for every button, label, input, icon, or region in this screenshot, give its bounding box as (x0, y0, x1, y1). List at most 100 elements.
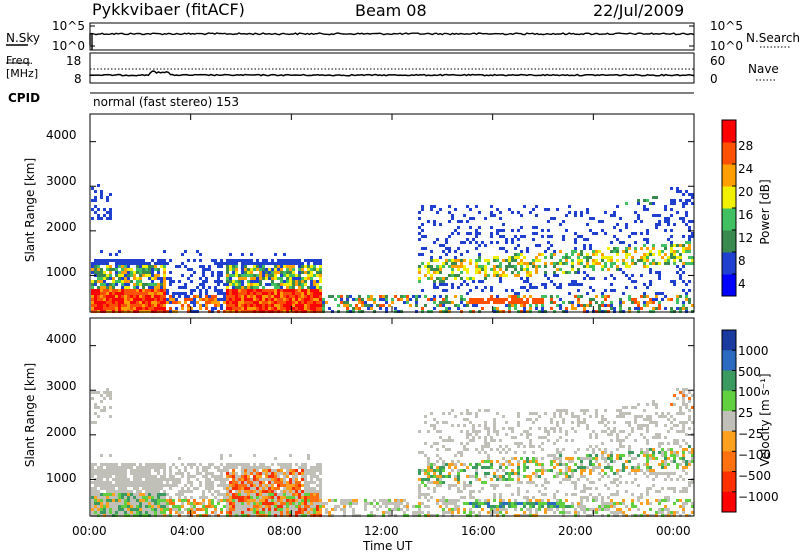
scatter-cell (157, 484, 160, 487)
scatter-cell (97, 271, 100, 274)
scatter-cell (100, 193, 103, 196)
scatter-cell (109, 214, 112, 217)
scatter-cell (109, 271, 112, 274)
nave-tick-top: 60 (710, 54, 726, 68)
scatter-cell (541, 448, 544, 451)
scatter-cell (115, 466, 118, 469)
scatter-cell (517, 469, 520, 472)
scatter-cell (433, 223, 436, 226)
scatter-cell (601, 457, 604, 460)
scatter-cell (433, 307, 436, 310)
scatter-cell (280, 478, 283, 481)
scatter-cell (220, 457, 223, 460)
scatter-cell (229, 490, 232, 493)
scatter-cell (673, 487, 676, 490)
scatter-cell (256, 262, 259, 265)
scatter-cell (667, 496, 670, 499)
scatter-cell (529, 505, 532, 508)
scatter-cell (250, 295, 253, 298)
scatter-cell (244, 475, 247, 478)
scatter-cell (595, 253, 598, 256)
scatter-cell (127, 271, 130, 274)
scatter-cell (325, 511, 328, 514)
scatter-cell (685, 214, 688, 217)
scatter-cell (496, 301, 499, 304)
scatter-cell (430, 208, 433, 211)
scatter-cell (610, 502, 613, 505)
scatter-cell (583, 418, 586, 421)
scatter-cell (439, 301, 442, 304)
scatter-cell (190, 496, 193, 499)
scatter-cell (313, 490, 316, 493)
scatter-cell (349, 295, 352, 298)
scatter-cell (106, 211, 109, 214)
scatter-cell (646, 427, 649, 430)
scatter-cell (286, 259, 289, 262)
scatter-cell (646, 238, 649, 241)
scatter-cell (505, 502, 508, 505)
scatter-cell (598, 508, 601, 511)
scatter-cell (427, 478, 430, 481)
scatter-cell (277, 508, 280, 511)
scatter-cell (307, 502, 310, 505)
scatter-cell (487, 430, 490, 433)
scatter-cell (223, 481, 226, 484)
scatter-cell (304, 475, 307, 478)
scatter-cell (301, 268, 304, 271)
scatter-cell (667, 463, 670, 466)
scatter-cell (109, 289, 112, 292)
scatter-cell (130, 301, 133, 304)
scatter-cell (631, 259, 634, 262)
scatter-cell (277, 505, 280, 508)
velocity-colorbar (721, 329, 737, 513)
scatter-cell (553, 250, 556, 253)
scatter-cell (682, 505, 685, 508)
scatter-cell (109, 454, 112, 457)
scatter-cell (616, 454, 619, 457)
scatter-cell (589, 229, 592, 232)
xtick-1200: 12:00 (364, 524, 399, 538)
scatter-cell (532, 481, 535, 484)
scatter-cell (211, 493, 214, 496)
scatter-cell (427, 475, 430, 478)
scatter-cell (91, 286, 94, 289)
scatter-cell (544, 427, 547, 430)
scatter-cell (598, 304, 601, 307)
scatter-cell (685, 262, 688, 265)
scatter-cell (304, 307, 307, 310)
scatter-cell (433, 475, 436, 478)
scatter-cell (307, 481, 310, 484)
scatter-cell (91, 289, 94, 292)
scatter-cell (601, 421, 604, 424)
scatter-cell (166, 493, 169, 496)
scatter-cell (235, 274, 238, 277)
scatter-cell (214, 295, 217, 298)
scatter-cell (589, 493, 592, 496)
scatter-cell (316, 286, 319, 289)
scatter-cell (190, 481, 193, 484)
scatter-cell (310, 265, 313, 268)
scatter-cell (130, 463, 133, 466)
scatter-cell (124, 283, 127, 286)
scatter-cell (139, 307, 142, 310)
scatter-cell (514, 436, 517, 439)
scatter-cell (643, 424, 646, 427)
xtick-2000: 20:00 (558, 524, 593, 538)
scatter-cell (379, 499, 382, 502)
scatter-cell (229, 454, 232, 457)
scatter-cell (232, 283, 235, 286)
scatter-cell (520, 253, 523, 256)
scatter-cell (172, 298, 175, 301)
scatter-cell (310, 298, 313, 301)
scatter-cell (190, 280, 193, 283)
scatter-cell (520, 235, 523, 238)
scatter-cell (496, 259, 499, 262)
scatter-cell (415, 301, 418, 304)
scatter-cell (502, 235, 505, 238)
scatter-cell (421, 511, 424, 514)
scatter-cell (613, 505, 616, 508)
scatter-cell (148, 463, 151, 466)
scatter-cell (115, 271, 118, 274)
scatter-cell (628, 460, 631, 463)
scatter-cell (175, 508, 178, 511)
